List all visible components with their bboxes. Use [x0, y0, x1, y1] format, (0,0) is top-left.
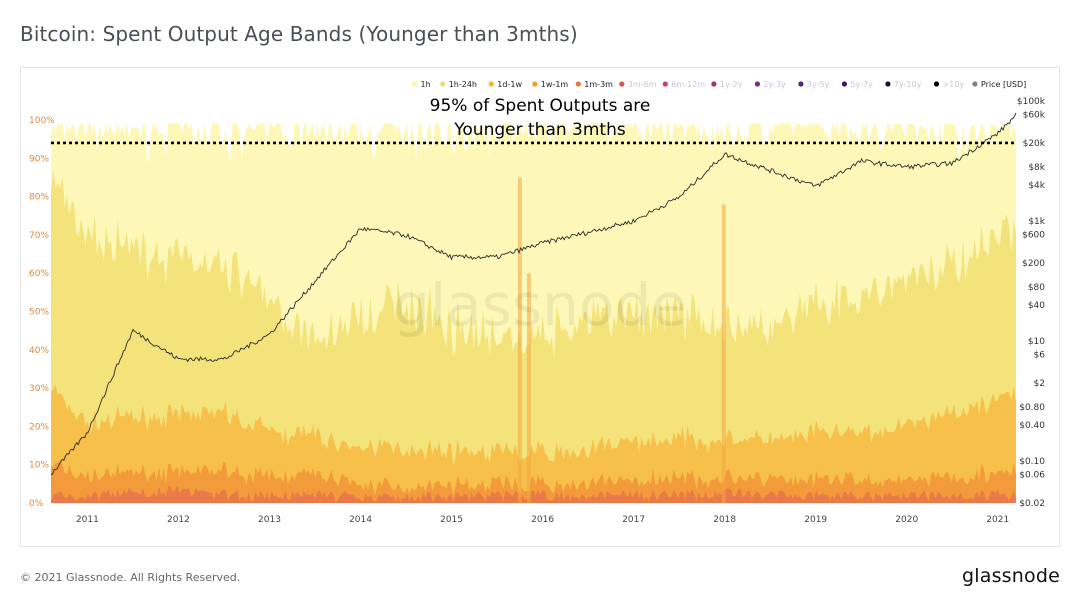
spike-1	[526, 273, 531, 503]
legend-label: 1h-24h	[449, 80, 477, 89]
chart-frame	[20, 67, 1060, 547]
legend-dot	[488, 81, 494, 87]
y-tick-right: $200	[1022, 259, 1045, 269]
y-tick-right: $2	[1034, 379, 1045, 389]
y-tick-left: 100%	[29, 116, 55, 126]
x-tick: 2015	[440, 515, 463, 525]
legend-label: 1y-2y	[720, 80, 743, 89]
legend-label: 3m-6m	[628, 80, 657, 89]
legend-dot	[662, 81, 668, 87]
y-tick-right: $8k	[1028, 163, 1045, 173]
legend-label: 1h	[421, 80, 431, 89]
copyright-text: © 2021 Glassnode. All Rights Reserved.	[20, 571, 241, 584]
legend-dot	[711, 81, 717, 87]
legend-item: 1m-3m	[575, 80, 613, 89]
y-tick-right: $60k	[1023, 110, 1046, 120]
x-tick: 2021	[986, 515, 1009, 525]
age-bands-area	[51, 123, 1016, 504]
legend: 1h 1h-24h 1d-1w 1w-1m 1m-3m 3m-6m 6m-12m 1y-2y 2…	[411, 80, 1026, 89]
annotation-line-1: 95% of Spent Outputs are	[430, 96, 651, 116]
legend-item: 2y-3y	[754, 80, 786, 89]
legend-item: 1h	[411, 80, 431, 89]
legend-label: 1w-1m	[541, 80, 569, 89]
legend-item: 1w-1m	[532, 80, 568, 89]
x-tick: 2014	[349, 515, 372, 525]
glassnode-logo: glassnode	[962, 565, 1060, 587]
y-tick-right: $1k	[1028, 217, 1045, 227]
chart-title: Bitcoin: Spent Output Age Bands (Younger…	[20, 22, 578, 46]
y-tick-left: 70%	[29, 231, 49, 241]
x-tick: 2012	[167, 515, 190, 525]
legend-item: 1d-1w	[488, 80, 522, 89]
legend-dot	[972, 81, 978, 87]
price-line	[50, 112, 1017, 476]
y-tick-right: $80	[1028, 283, 1045, 293]
y-tick-left: 90%	[29, 154, 49, 164]
legend-dot	[885, 81, 891, 87]
legend-item: 3m-6m	[619, 80, 657, 89]
band-1m-3m	[51, 485, 1016, 503]
legend-dot	[440, 81, 446, 87]
legend-dot	[933, 81, 940, 87]
y-tick-right: $100k	[1017, 97, 1046, 107]
legend-item: 7y-10y	[885, 80, 922, 89]
legend-label: 7y-10y	[894, 80, 922, 89]
x-tick: 2020	[895, 515, 918, 525]
y-tick-left: 50%	[29, 308, 49, 318]
legend-label: 3y-5y	[807, 80, 830, 89]
y-tick-right: $600	[1022, 230, 1045, 240]
y-tick-right: $10	[1028, 337, 1045, 347]
legend-item: 6m-12m	[662, 80, 705, 89]
y-tick-left: 0%	[29, 499, 44, 509]
y-tick-right: $0.10	[1019, 457, 1045, 467]
y-tick-right: $0.02	[1019, 499, 1045, 509]
legend-label: >10y	[943, 80, 965, 89]
spike-2	[721, 204, 726, 503]
legend-item: 1h-24h	[440, 80, 477, 89]
y-tick-left: 10%	[29, 461, 49, 471]
legend-dot	[754, 81, 761, 87]
y-tick-left: 60%	[29, 269, 49, 279]
y-tick-right: $4k	[1028, 181, 1045, 191]
x-tick: 2019	[804, 515, 827, 525]
legend-dot	[798, 81, 804, 87]
legend-dot	[532, 81, 538, 87]
legend-item: >10y	[933, 80, 965, 89]
band-1d-1w	[51, 385, 1016, 503]
legend-label: Price [USD]	[981, 80, 1026, 89]
legend-label: 1m-3m	[584, 80, 613, 89]
legend-dot	[619, 81, 625, 87]
watermark-text: glassnode	[393, 271, 687, 339]
y-tick-left: 30%	[29, 384, 49, 394]
y-tick-right: $6	[1034, 350, 1046, 360]
x-tick: 2017	[622, 515, 645, 525]
legend-label: 5y-7y	[850, 80, 873, 89]
y-tick-left: 40%	[29, 346, 49, 356]
y-tick-right: $40	[1028, 301, 1045, 311]
legend-item: 5y-7y	[841, 80, 873, 89]
band-1h-24h	[51, 170, 1016, 503]
legend-item: Price [USD]	[972, 80, 1026, 89]
legend-dot	[575, 81, 581, 87]
spike-0	[517, 177, 522, 503]
y-tick-right: $0.80	[1019, 403, 1045, 413]
legend-label: 1d-1w	[497, 80, 522, 89]
y-tick-right: $0.06	[1019, 470, 1045, 480]
legend-item: 3y-5y	[798, 80, 830, 89]
y-tick-right: $20k	[1023, 139, 1046, 149]
y-tick-left: 80%	[29, 193, 49, 203]
x-tick: 2016	[531, 515, 554, 525]
legend-label: 6m-12m	[671, 80, 705, 89]
y-tick-right: $0.40	[1019, 421, 1045, 431]
x-tick: 2018	[713, 515, 736, 525]
y-tick-left: 20%	[29, 422, 49, 432]
legend-item: 1y-2y	[711, 80, 743, 89]
legend-dot	[841, 81, 848, 87]
x-tick: 2013	[258, 515, 281, 525]
x-tick: 2011	[76, 515, 99, 525]
legend-dot	[411, 81, 418, 87]
legend-label: 2y-3y	[763, 80, 786, 89]
annotation-line-2: Younger than 3mths	[453, 120, 626, 140]
